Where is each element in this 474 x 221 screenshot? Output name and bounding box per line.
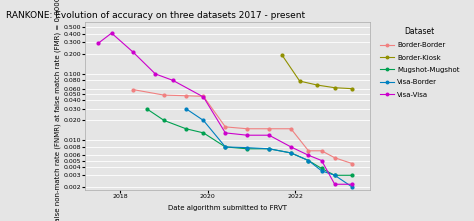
Mugshot-Mugshot (183, 128, 189, 130)
Mugshot-Mugshot (306, 159, 311, 162)
Mugshot-Mugshot (245, 147, 250, 150)
Visa-Border (319, 170, 324, 172)
Visa-Border (306, 159, 311, 162)
Border-Kiosk (297, 80, 302, 82)
Visa-Visa (245, 134, 250, 137)
Legend: Border-Border, Border-Kiosk, Mugshot-Mugshot, Visa-Border, Visa-Visa: Border-Border, Border-Kiosk, Mugshot-Mug… (379, 26, 461, 99)
X-axis label: Date algorithm submitted to FRVT: Date algorithm submitted to FRVT (168, 205, 287, 211)
Line: Mugshot-Mugshot: Mugshot-Mugshot (145, 107, 354, 177)
Visa-Visa (332, 183, 337, 186)
Border-Border (332, 156, 337, 159)
Border-Border (183, 94, 189, 97)
Mugshot-Mugshot (161, 119, 167, 122)
Border-Kiosk (279, 54, 285, 57)
Border-Border (288, 128, 294, 130)
Mugshot-Mugshot (288, 152, 294, 154)
Border-Kiosk (332, 86, 337, 89)
Visa-Border (245, 146, 250, 149)
Mugshot-Mugshot (319, 167, 324, 170)
Border-Border (222, 126, 228, 128)
Border-Border (245, 128, 250, 130)
Visa-Visa (96, 42, 101, 44)
Mugshot-Mugshot (332, 174, 337, 177)
Text: RANKONE: Evolution of accuracy on three datasets 2017 - present: RANKONE: Evolution of accuracy on three … (6, 11, 305, 20)
Mugshot-Mugshot (349, 174, 355, 177)
Line: Visa-Visa: Visa-Visa (97, 32, 354, 186)
Visa-Visa (266, 134, 272, 137)
Mugshot-Mugshot (222, 146, 228, 148)
Visa-Visa (131, 51, 137, 54)
Line: Border-Border: Border-Border (132, 88, 354, 165)
Visa-Border (266, 147, 272, 150)
Visa-Visa (109, 32, 114, 34)
Border-Border (306, 149, 311, 152)
Border-Border (131, 88, 137, 91)
Visa-Visa (319, 159, 324, 162)
Visa-Visa (201, 96, 206, 98)
Mugshot-Mugshot (144, 107, 149, 110)
Visa-Border (332, 174, 337, 177)
Visa-Border (201, 119, 206, 122)
Visa-Visa (222, 131, 228, 134)
Line: Border-Kiosk: Border-Kiosk (281, 54, 354, 90)
Border-Border (349, 162, 355, 165)
Border-Border (201, 95, 206, 98)
Visa-Visa (306, 154, 311, 156)
Border-Border (319, 149, 324, 152)
Line: Visa-Border: Visa-Border (184, 107, 354, 189)
Visa-Border (349, 186, 355, 188)
Border-Kiosk (349, 87, 355, 90)
Mugshot-Mugshot (266, 147, 272, 150)
Border-Border (161, 94, 167, 96)
Visa-Visa (153, 72, 158, 75)
Visa-Border (183, 107, 189, 110)
Mugshot-Mugshot (201, 131, 206, 134)
Visa-Border (288, 152, 294, 154)
Border-Kiosk (314, 84, 320, 86)
Visa-Visa (170, 79, 176, 82)
Visa-Visa (349, 183, 355, 186)
Visa-Visa (288, 146, 294, 148)
Border-Border (266, 128, 272, 130)
Visa-Border (222, 146, 228, 148)
Y-axis label: False non-match rate (FNMR) at false match rate (FMR) = 0.000001: False non-match rate (FNMR) at false mat… (54, 0, 61, 221)
